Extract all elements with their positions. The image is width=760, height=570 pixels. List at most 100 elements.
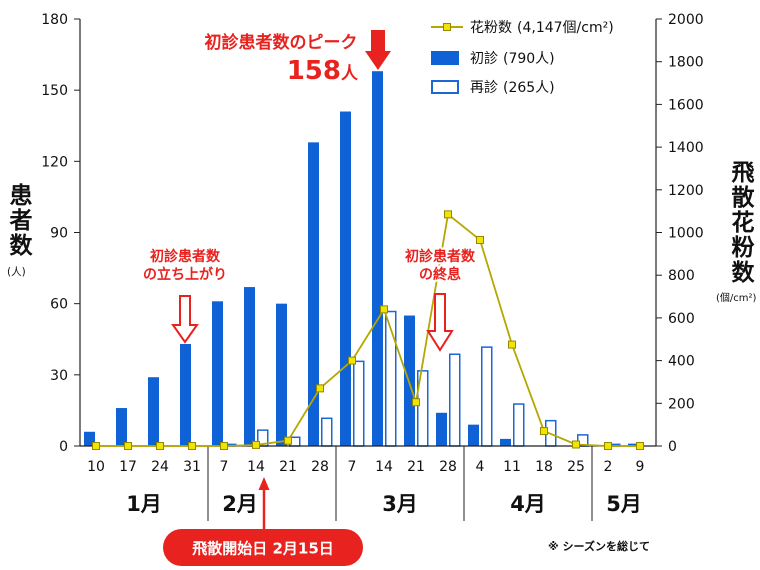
y-left-tick-label: 0 bbox=[59, 439, 68, 455]
y-left-axis-unit: (人) bbox=[7, 266, 26, 278]
pollen-point bbox=[92, 442, 100, 450]
end-label-line-2: の終息 bbox=[419, 266, 461, 283]
first-visit-bar bbox=[276, 303, 287, 446]
y-right-tick-label: 1200 bbox=[668, 183, 704, 199]
onset-annotation: 初診患者数 の立ち上がり bbox=[141, 246, 229, 344]
pollen-point bbox=[412, 398, 420, 407]
onset-label-line-2: の立ち上がり bbox=[143, 266, 227, 283]
footnote: ※ シーズンを総じて bbox=[548, 539, 650, 553]
pollen-point bbox=[636, 442, 644, 450]
pollen-point bbox=[540, 427, 548, 436]
peak-value: 158 bbox=[287, 56, 341, 86]
y-right-tick-label: 1400 bbox=[668, 140, 704, 156]
legend: 花粉数 (4,147個/cm²) 初診 (790人) 再診 (265人) bbox=[431, 20, 614, 96]
y-left-tick-label: 150 bbox=[41, 83, 68, 99]
legend-pollen-name: 花粉数 bbox=[470, 20, 512, 36]
legend-revisit-name: 再診 bbox=[470, 80, 498, 96]
x-tick-label: 25 bbox=[567, 459, 585, 475]
y-right-tick-label: 800 bbox=[668, 268, 695, 284]
first-visit-bar bbox=[116, 408, 127, 446]
pollen-start-arrow-icon bbox=[258, 477, 270, 490]
legend-label-first-visit: 初診 (790人) bbox=[470, 50, 555, 67]
y-right-tick-label: 1800 bbox=[668, 55, 704, 71]
legend-first-visit-name: 初診 bbox=[470, 50, 498, 67]
revisit-bar bbox=[321, 417, 333, 447]
peak-value-label: 158人 bbox=[287, 56, 359, 86]
y-left-tick-label: 180 bbox=[41, 12, 68, 28]
first-visit-bar bbox=[436, 412, 447, 446]
onset-label-line-1: 初診患者数 bbox=[150, 248, 221, 265]
x-tick-label: 17 bbox=[119, 459, 137, 475]
legend-swatch-pollen-marker bbox=[443, 23, 451, 31]
revisit-bar bbox=[353, 360, 365, 447]
pollen-point bbox=[252, 440, 260, 449]
pollen-point bbox=[156, 442, 164, 450]
first-visit-bar bbox=[628, 443, 639, 446]
y-left-tick-label: 120 bbox=[41, 154, 68, 170]
y-right-tick-label: 600 bbox=[668, 311, 695, 327]
x-tick-label: 21 bbox=[279, 459, 297, 475]
pollen-point bbox=[476, 235, 484, 244]
x-tick-label: 2 bbox=[604, 459, 613, 475]
x-tick-label: 14 bbox=[375, 459, 393, 475]
first-visit-bar bbox=[244, 287, 255, 446]
y-right-tick-label: 1000 bbox=[668, 226, 704, 242]
x-tick-label: 7 bbox=[348, 459, 357, 475]
first-visit-bar bbox=[340, 111, 351, 447]
y-right-tick-label: 400 bbox=[668, 354, 695, 370]
pollen-line-layer bbox=[92, 210, 644, 450]
y-right-axis-unit: (個/cm²) bbox=[716, 293, 757, 304]
month-label: 2月 bbox=[222, 492, 258, 516]
pollen-point bbox=[572, 440, 580, 449]
pollen-line bbox=[96, 213, 640, 447]
revisit-bar bbox=[449, 353, 461, 447]
x-tick-label: 11 bbox=[503, 459, 521, 475]
pollen-point bbox=[444, 210, 452, 219]
x-tick-label: 21 bbox=[407, 459, 425, 475]
y-right-tick-label: 1600 bbox=[668, 97, 704, 113]
first-visit-bar bbox=[148, 377, 159, 446]
x-tick-label: 10 bbox=[87, 459, 105, 475]
x-tick-label: 18 bbox=[535, 459, 553, 475]
legend-revisit-total: (265人) bbox=[503, 80, 555, 96]
first-visit-bar bbox=[180, 343, 191, 446]
revisit-bar bbox=[513, 403, 525, 447]
legend-swatch-first-visit bbox=[431, 51, 459, 65]
legend-label-revisit: 再診 (265人) bbox=[470, 80, 555, 96]
pollen-start-label: 飛散開始日 2月15日 bbox=[191, 540, 334, 558]
x-tick-label: 14 bbox=[247, 459, 265, 475]
y-right-tick-label: 0 bbox=[668, 439, 677, 455]
month-label: 3月 bbox=[382, 492, 418, 516]
peak-arrow-icon bbox=[365, 30, 391, 70]
pollen-point bbox=[380, 305, 388, 314]
pollen-point bbox=[188, 442, 196, 450]
y-left-tick-label: 30 bbox=[50, 368, 68, 384]
end-label-line-1: 初診患者数 bbox=[405, 248, 476, 265]
month-label: 5月 bbox=[606, 492, 642, 516]
y-right-tick-label: 200 bbox=[668, 396, 695, 412]
pollen-point bbox=[316, 384, 324, 393]
pollen-point bbox=[220, 442, 228, 450]
first-visit-bar bbox=[212, 301, 223, 446]
x-tick-label: 28 bbox=[439, 459, 457, 475]
x-tick-label: 4 bbox=[476, 459, 485, 475]
legend-item-revisit: 再診 (265人) bbox=[431, 80, 555, 96]
legend-first-visit-total: (790人) bbox=[503, 51, 555, 67]
first-visit-bar bbox=[500, 438, 511, 446]
x-tick-label: 31 bbox=[183, 459, 201, 475]
pollen-point bbox=[284, 436, 292, 445]
pollen-point bbox=[124, 442, 132, 450]
pollen-point bbox=[348, 356, 356, 365]
month-label: 4月 bbox=[510, 492, 546, 516]
pollen-point bbox=[604, 442, 612, 450]
y-left-tick-label: 90 bbox=[50, 226, 68, 242]
x-tick-label: 7 bbox=[220, 459, 229, 475]
first-visit-bar bbox=[372, 71, 383, 446]
first-visit-bar bbox=[468, 424, 479, 446]
first-visit-bar bbox=[308, 142, 319, 446]
legend-item-first-visit: 初診 (790人) bbox=[431, 50, 555, 67]
legend-item-pollen: 花粉数 (4,147個/cm²) bbox=[431, 20, 614, 36]
y-right-axis-title: 飛散花粉数 bbox=[727, 160, 753, 285]
pollen-start-marker: 飛散開始日 2月15日 bbox=[163, 477, 363, 566]
